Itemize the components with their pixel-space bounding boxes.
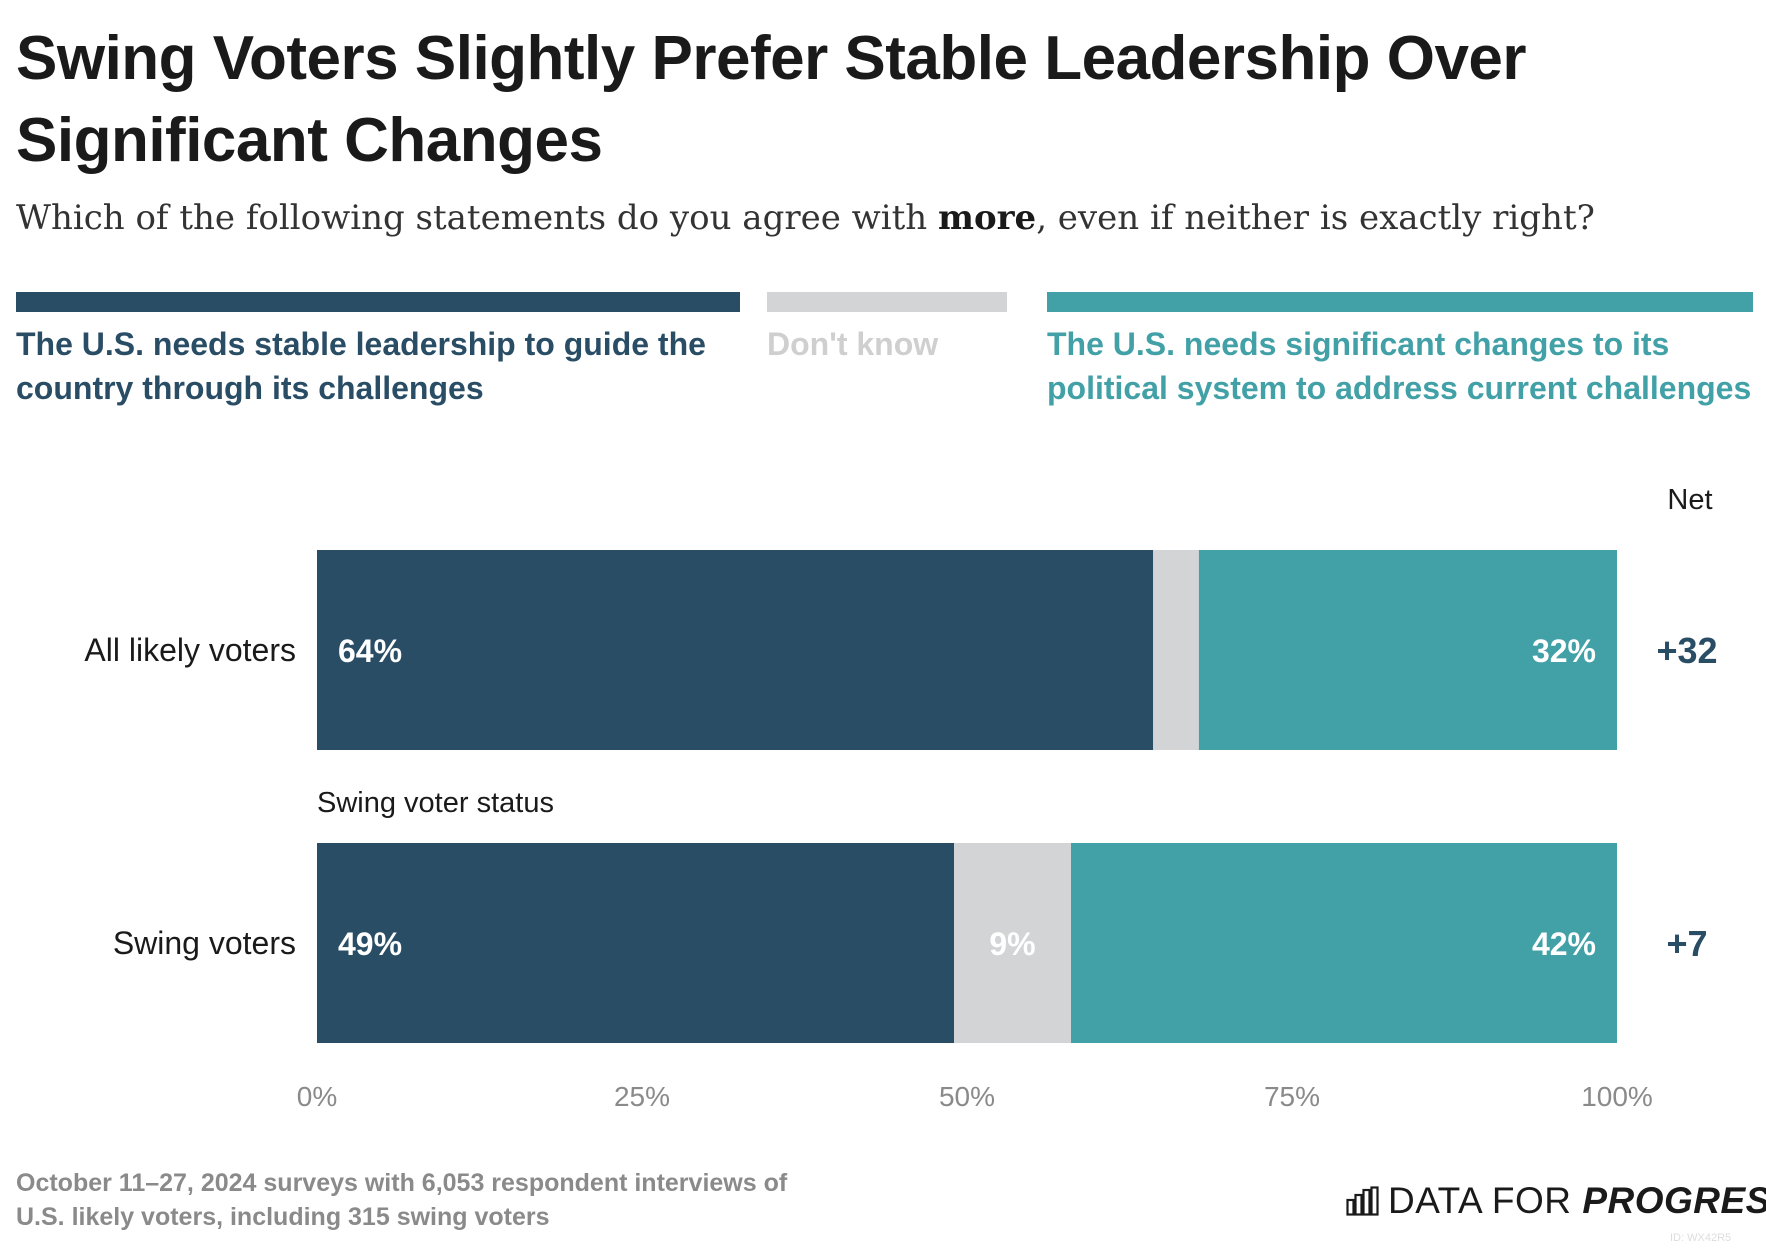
brand-word-data-for: DATA FOR bbox=[1388, 1180, 1583, 1221]
category-label-swing-voters: Swing voters bbox=[113, 925, 296, 961]
legend-dont-know: Don't know bbox=[767, 292, 1007, 366]
legend-swatch-dont-know bbox=[767, 292, 1007, 312]
data-label-change-swing-voters: 42% bbox=[1532, 926, 1596, 962]
brand-word-progress: PROGRESS bbox=[1582, 1180, 1766, 1221]
data-label-change-all-likely-voters: 32% bbox=[1532, 633, 1596, 669]
data-for-progress-logo: DATA FOR PROGRESS bbox=[1346, 1176, 1766, 1226]
bar-stable-all-likely-voters bbox=[317, 550, 1154, 750]
image-id: ID: WX42R5 bbox=[1670, 1232, 1732, 1244]
legend-change: The U.S. needs significant changes to it… bbox=[1047, 292, 1753, 410]
subtitle-text-end: , even if neither is exactly right? bbox=[1036, 198, 1595, 238]
subtitle-text-start: Which of the following statements do you… bbox=[16, 198, 938, 238]
net-value-swing-voters: +7 bbox=[1666, 923, 1707, 964]
bar-change-swing-voters bbox=[1071, 843, 1617, 1043]
bar-change-all-likely-voters bbox=[1198, 550, 1617, 750]
bar-chart-logo-icon bbox=[1346, 1186, 1379, 1216]
bar-stable-swing-voters bbox=[317, 843, 954, 1043]
brand-wordmark: DATA FOR PROGRESS bbox=[1388, 1180, 1766, 1222]
survey-footnote: October 11–27, 2024 surveys with 6,053 r… bbox=[16, 1166, 916, 1234]
x-tick-label-75: 75% bbox=[1264, 1081, 1320, 1112]
x-tick-label-0: 0% bbox=[297, 1081, 337, 1112]
net-value-all-likely-voters: +32 bbox=[1656, 630, 1717, 671]
x-tick-label-100: 100% bbox=[1581, 1081, 1653, 1112]
subtitle-emphasis: more bbox=[937, 198, 1037, 238]
chart-subtitle: Which of the following statements do you… bbox=[16, 196, 1736, 240]
footnote-line-1: October 11–27, 2024 surveys with 6,053 r… bbox=[16, 1169, 788, 1197]
footnote-line-2: U.S. likely voters, including 315 swing … bbox=[16, 1203, 550, 1231]
legend-stable: The U.S. needs stable leadership to guid… bbox=[16, 292, 740, 410]
bar-dont_know-all-likely-voters bbox=[1153, 550, 1199, 750]
category-label-all-likely-voters: All likely voters bbox=[84, 632, 296, 668]
legend-swatch-stable bbox=[16, 292, 740, 312]
legend-swatch-change bbox=[1047, 292, 1753, 312]
group-label: Swing voter status bbox=[317, 787, 554, 819]
x-tick-label-50: 50% bbox=[939, 1081, 995, 1112]
data-label-dont_know-swing-voters: 9% bbox=[989, 926, 1035, 962]
chart-title: Swing Voters Slightly Prefer Stable Lead… bbox=[16, 24, 1527, 175]
legend-label-change: The U.S. needs significant changes to it… bbox=[1047, 326, 1752, 406]
data-label-stable-swing-voters: 49% bbox=[338, 926, 402, 962]
net-column-header: Net bbox=[1667, 484, 1713, 516]
data-label-stable-all-likely-voters: 64% bbox=[338, 633, 402, 669]
legend-label-dont-know: Don't know bbox=[767, 326, 939, 362]
x-tick-label-25: 25% bbox=[614, 1081, 670, 1112]
bar-dont_know-swing-voters bbox=[954, 843, 1071, 1043]
legend-label-stable: The U.S. needs stable leadership to guid… bbox=[16, 326, 706, 406]
